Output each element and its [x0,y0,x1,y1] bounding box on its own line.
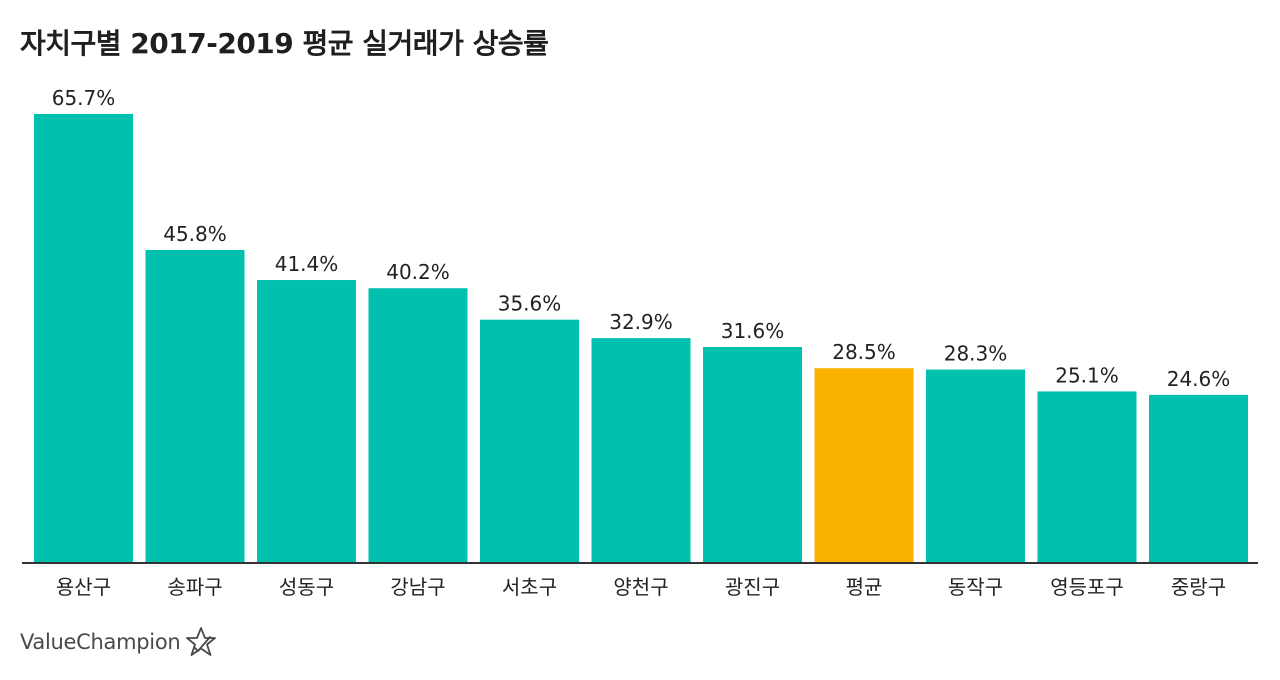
bar-7 [703,347,802,563]
value-labels-group: 65.7% 45.8% 41.4% 40.2% 35.6% 32.9% 31.6% 28.5%… [52,86,1231,391]
value-label: 45.8% [163,222,227,246]
value-label: 65.7% [52,86,116,110]
bar-6 [591,338,691,563]
category-label: 중랑구 [1171,575,1226,599]
value-label: 28.5% [832,340,896,364]
chart-title: 자치구별 2017-2019 평균 실거래가 상승률 [20,27,549,60]
category-label: 송파구 [167,575,222,599]
value-label: 41.4% [275,252,339,276]
value-label: 40.2% [386,260,450,284]
category-label: 평균 [846,575,883,599]
bar-9 [926,369,1025,563]
value-label: 31.6% [721,319,785,343]
category-label: 영등포구 [1050,575,1124,599]
bar-10 [1037,391,1137,563]
bar-3 [257,280,356,563]
value-label: 24.6% [1167,367,1231,391]
category-label: 용산구 [56,575,111,599]
category-label: 서초구 [502,575,557,599]
category-label: 광진구 [725,575,780,599]
category-label: 동작구 [948,575,1003,599]
bar-1 [34,113,133,564]
value-label: 32.9% [609,310,673,334]
star-outline-icon [186,627,217,656]
bar-11 [1149,394,1248,563]
value-label: 28.3% [944,342,1008,366]
brand-logo-text: ValueChampion [20,630,181,654]
category-label: 성동구 [279,575,334,599]
brand-logo: ValueChampion [20,622,218,662]
bar-5 [480,319,579,563]
category-label: 양천구 [613,575,668,599]
category-label: 강남구 [390,575,445,599]
value-label: 35.6% [498,292,562,316]
category-labels-group: 용산구 송파구 성동구 강남구 서초구 양천구 광진구 평균 동작구 영등포구 중랑구 [56,575,1226,599]
bar-2 [145,249,245,563]
bar-4 [368,288,468,563]
bar-8 [814,368,914,563]
bars-group [34,113,1248,564]
value-label: 25.1% [1055,363,1119,387]
